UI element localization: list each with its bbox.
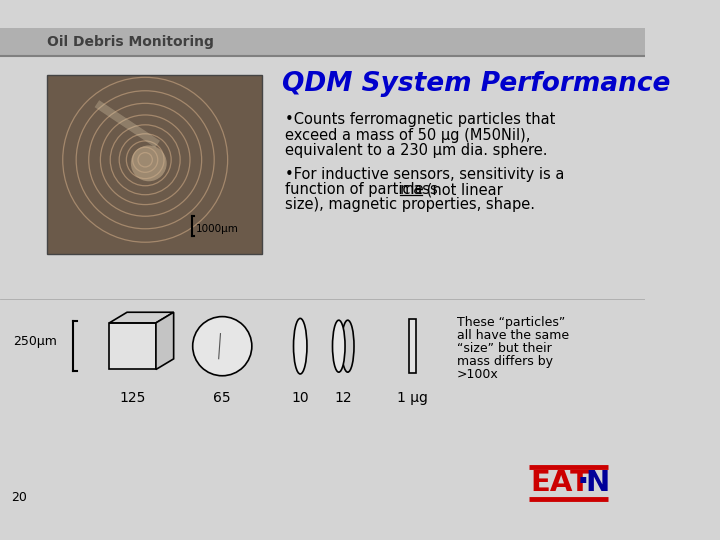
Circle shape <box>193 316 252 376</box>
Text: 10: 10 <box>292 391 309 405</box>
Text: (not linear: (not linear <box>422 182 503 197</box>
Text: ·: · <box>576 466 589 499</box>
FancyBboxPatch shape <box>409 319 416 373</box>
Text: 65: 65 <box>213 391 231 405</box>
Text: 1000μm: 1000μm <box>197 224 239 234</box>
Text: mass differs by: mass differs by <box>457 355 553 368</box>
Ellipse shape <box>333 320 345 372</box>
FancyBboxPatch shape <box>0 28 645 55</box>
Polygon shape <box>109 323 156 369</box>
Text: exceed a mass of 50 μg (M50Nil),: exceed a mass of 50 μg (M50Nil), <box>285 127 531 143</box>
Text: Oil Debris Monitoring: Oil Debris Monitoring <box>47 35 213 49</box>
Text: 1 μg: 1 μg <box>397 391 428 405</box>
Ellipse shape <box>294 319 307 374</box>
Text: mass: mass <box>400 182 438 197</box>
Text: 250μm: 250μm <box>14 335 58 348</box>
Text: “size” but their: “size” but their <box>457 342 552 355</box>
Text: 125: 125 <box>120 391 146 405</box>
Text: N: N <box>585 469 609 497</box>
Text: size), magnetic properties, shape.: size), magnetic properties, shape. <box>285 198 535 212</box>
Text: •Counts ferromagnetic particles that: •Counts ferromagnetic particles that <box>285 112 555 127</box>
Text: >100x: >100x <box>457 368 499 381</box>
Text: EAT: EAT <box>531 469 590 497</box>
Text: function of particle: function of particle <box>285 182 428 197</box>
Text: These “particles”: These “particles” <box>457 316 565 329</box>
Text: QDM System Performance: QDM System Performance <box>282 71 671 97</box>
Ellipse shape <box>341 320 354 372</box>
Text: equivalent to a 230 μm dia. sphere.: equivalent to a 230 μm dia. sphere. <box>285 143 547 158</box>
Text: all have the same: all have the same <box>457 329 570 342</box>
FancyBboxPatch shape <box>47 75 261 254</box>
Text: 12: 12 <box>334 391 352 405</box>
Text: •For inductive sensors, sensitivity is a: •For inductive sensors, sensitivity is a <box>285 167 564 182</box>
Text: 20: 20 <box>11 491 27 504</box>
Polygon shape <box>156 312 174 369</box>
Polygon shape <box>109 312 174 323</box>
Circle shape <box>131 145 167 181</box>
